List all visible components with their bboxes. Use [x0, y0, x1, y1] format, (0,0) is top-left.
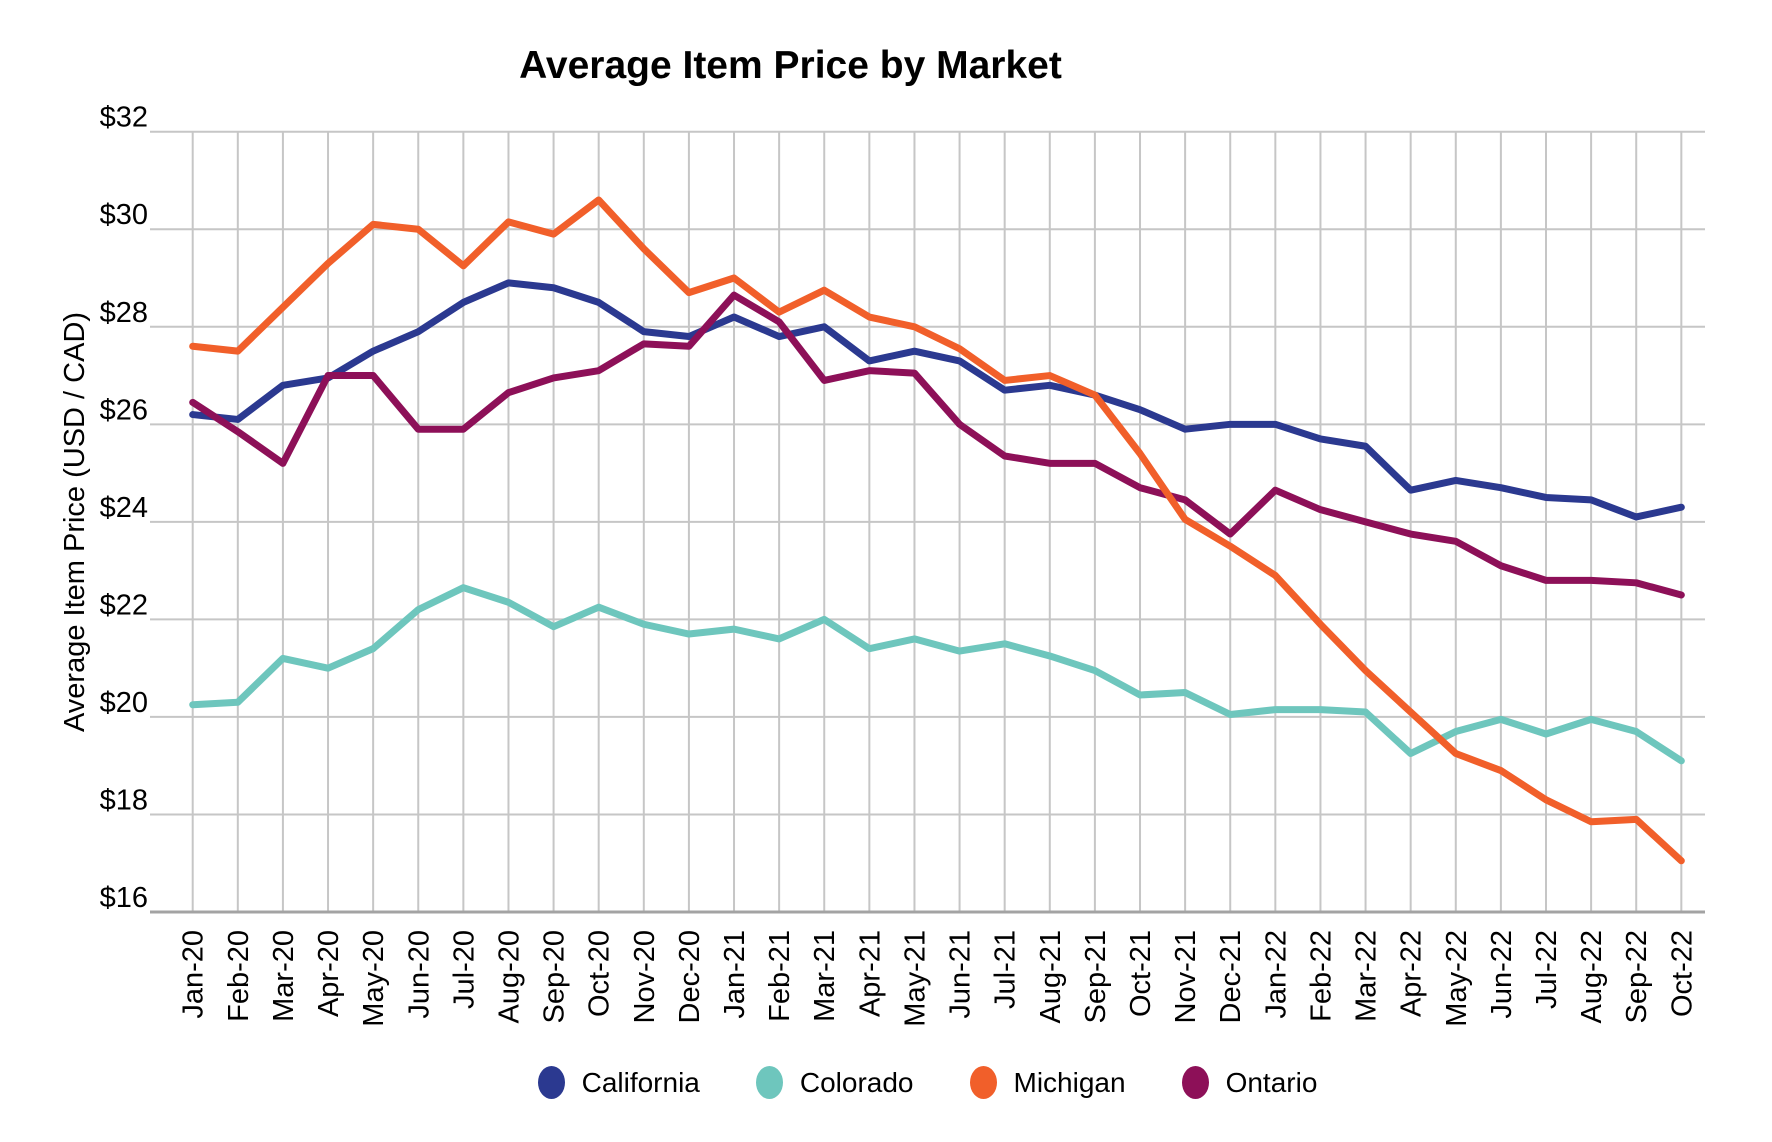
- x-tick-label: Aug-20: [493, 930, 525, 1024]
- x-tick-label: Mar-20: [268, 930, 300, 1022]
- chart-title: Average Item Price by Market: [519, 44, 1062, 87]
- y-tick-label: $20: [100, 687, 148, 719]
- x-axis-tick-labels: Jan-20 Feb-20 Mar-20 Apr-20 May-20 Jun-20 Jul-…: [178, 930, 1699, 1027]
- x-tick-label: May-21: [899, 930, 931, 1027]
- california-series-line: [189, 279, 1685, 521]
- colorado-series-line: [189, 584, 1685, 765]
- y-tick-label: $24: [100, 492, 148, 524]
- legend-label: Colorado: [799, 1066, 914, 1098]
- x-tick-label: Jun-21: [945, 930, 977, 1019]
- x-tick-label: Jul-22: [1531, 930, 1563, 1009]
- x-tick-label: Jun-22: [1486, 930, 1518, 1019]
- y-tick-label: $26: [100, 394, 148, 426]
- x-tick-label: May-22: [1441, 930, 1473, 1027]
- legend-label: Michigan: [1013, 1066, 1126, 1098]
- x-tick-label: Sep-20: [539, 930, 571, 1024]
- x-tick-label: Jan-22: [1260, 930, 1292, 1019]
- x-tick-label: Apr-22: [1396, 930, 1428, 1017]
- x-tick-label: Sep-22: [1621, 930, 1653, 1024]
- legend-label: California: [581, 1066, 700, 1098]
- ontario-series-swatch: [1181, 1066, 1209, 1099]
- x-tick-label: Jun-20: [403, 930, 435, 1019]
- x-tick-label: Sep-21: [1080, 930, 1112, 1024]
- x-tick-label: Aug-21: [1035, 930, 1067, 1024]
- series-lines: [189, 196, 1685, 865]
- x-tick-label: Aug-22: [1576, 930, 1608, 1024]
- x-tick-label: Oct-20: [584, 930, 616, 1017]
- x-tick-label: Feb-21: [764, 930, 796, 1022]
- x-tick-label: Dec-21: [1215, 930, 1247, 1024]
- y-tick-label: $28: [100, 297, 148, 329]
- x-tick-label: Nov-21: [1170, 930, 1202, 1024]
- x-tick-label: Oct-21: [1125, 930, 1157, 1017]
- x-tick-label: Mar-21: [809, 930, 841, 1022]
- x-tick-label: Feb-20: [223, 930, 255, 1022]
- gridlines: [150, 130, 1705, 914]
- x-tick-label: Jul-20: [448, 930, 480, 1009]
- x-tick-label: Mar-22: [1351, 930, 1383, 1022]
- legend-label: Ontario: [1225, 1066, 1318, 1098]
- y-tick-label: $22: [100, 589, 148, 621]
- colorado-series-swatch: [755, 1066, 783, 1099]
- x-tick-label: Feb-22: [1305, 930, 1337, 1022]
- y-axis-tick-labels: $16 $18 $20 $22 $24 $26 $28 $30 $32: [100, 102, 148, 914]
- legend-item-ontario: Ontario: [1181, 1066, 1318, 1099]
- y-tick-label: $18: [100, 784, 148, 816]
- x-tick-label: Jan-20: [178, 930, 210, 1019]
- x-tick-label: Oct-22: [1666, 930, 1698, 1017]
- legend: California Colorado Michigan Ontario: [150, 1066, 1705, 1099]
- x-tick-label: Apr-21: [854, 930, 886, 1017]
- x-tick-label: Jan-21: [719, 930, 751, 1019]
- x-tick-label: Jul-21: [990, 930, 1022, 1009]
- y-tick-label: $32: [100, 102, 148, 134]
- y-tick-label: $16: [100, 882, 148, 914]
- x-tick-label: Dec-20: [674, 930, 706, 1024]
- michigan-series-swatch: [969, 1066, 997, 1099]
- x-tick-label: Nov-20: [629, 930, 661, 1024]
- michigan-series-line: [189, 196, 1685, 865]
- ontario-series-line: [189, 291, 1685, 599]
- x-tick-label: Apr-20: [313, 930, 345, 1017]
- legend-item-michigan: Michigan: [969, 1066, 1126, 1099]
- y-axis-title: Average Item Price (USD / CAD): [59, 312, 91, 732]
- x-tick-label: May-20: [358, 930, 390, 1027]
- y-tick-label: $30: [100, 199, 148, 231]
- california-series-swatch: [537, 1066, 565, 1099]
- legend-item-california: California: [537, 1066, 700, 1099]
- legend-item-colorado: Colorado: [755, 1066, 914, 1099]
